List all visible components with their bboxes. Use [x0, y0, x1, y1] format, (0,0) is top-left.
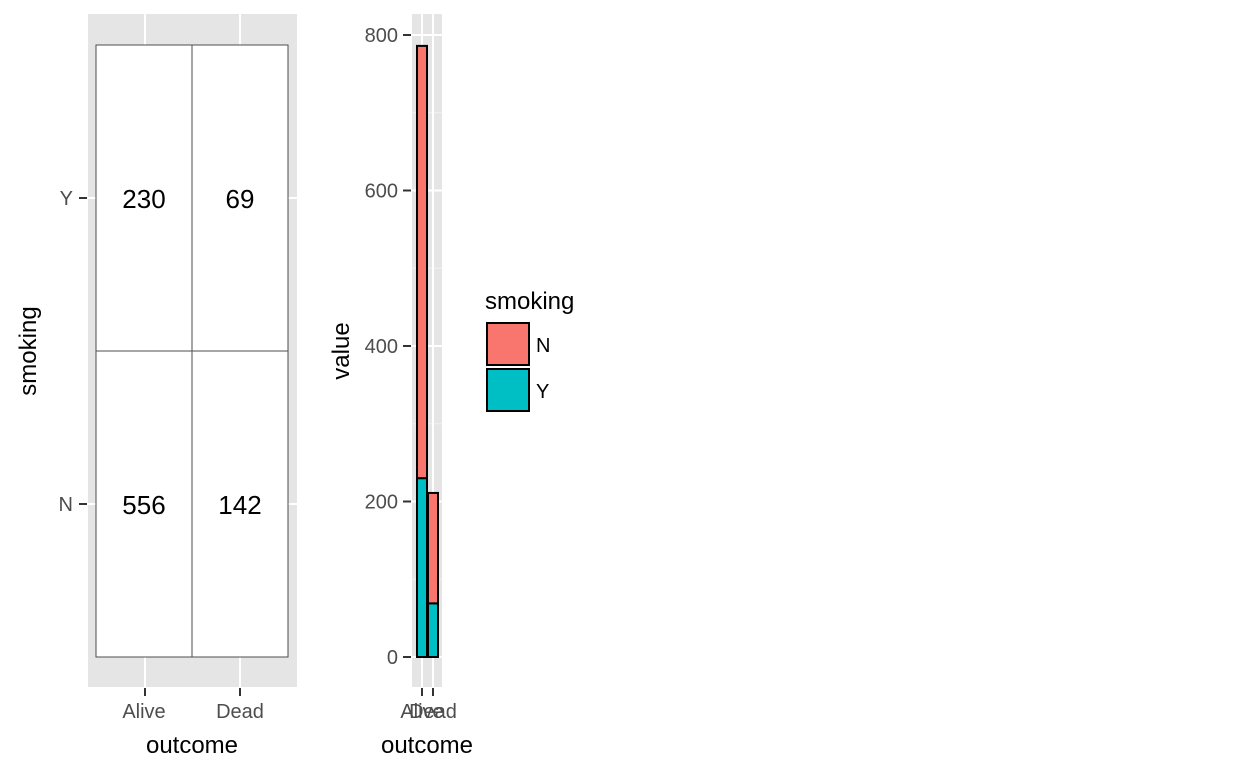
table-cell-value-alive-n: 556 [122, 490, 165, 520]
table-cell-value-alive-y: 230 [122, 184, 165, 214]
bar-dead-n [427, 491, 439, 605]
legend-key-y [486, 368, 530, 412]
table-cell-dead-n [191, 350, 289, 658]
bar-y-tick-label-0: 0 [387, 647, 398, 669]
legend-label-n: N [536, 335, 550, 357]
bar-y-tick-label-200: 200 [365, 492, 398, 514]
table-y-tick-label-y: Y [60, 188, 73, 210]
bar-dead-y [427, 602, 439, 658]
table-y-axis-title: smoking [15, 306, 42, 395]
bar-x-tick-label-alive: Alive [400, 701, 443, 723]
table-panel: 230 69 556 142 Y N Alive Dead outcome sm… [15, 14, 297, 759]
bar-panel: 0 200 400 600 800 Alive Dead outcome value [328, 14, 473, 759]
bar-marks [416, 44, 439, 658]
table-y-tick-label-n: N [59, 494, 73, 516]
legend-label-y: Y [536, 381, 549, 403]
bar-x-tick-label-dead: Dead [409, 701, 457, 723]
legend-title: smoking [485, 288, 574, 315]
bar-y-axis-title: value [328, 322, 355, 379]
table-x-tick-label-alive: Alive [122, 701, 165, 723]
table-cell-value-dead-y: 69 [226, 184, 255, 214]
bar-x-axis-title: outcome [381, 732, 473, 759]
table-cell-value-dead-n: 142 [218, 490, 261, 520]
legend-key-n [486, 322, 530, 366]
bar-y-tick-label-600: 600 [365, 181, 398, 203]
bar-alive-y [416, 477, 428, 658]
table-x-tick-label-dead: Dead [216, 701, 264, 723]
bar-alive-n [416, 44, 428, 480]
bar-y-tick-label-400: 400 [365, 336, 398, 358]
table-cell-alive-n [95, 350, 193, 658]
bar-y-tick-label-800: 800 [365, 25, 398, 47]
bar-y-axis: 0 200 400 600 800 [365, 25, 411, 669]
table-cell-dead-y [191, 44, 289, 352]
legend: smoking N Y [485, 288, 574, 412]
table-x-axis-title: outcome [146, 732, 238, 759]
